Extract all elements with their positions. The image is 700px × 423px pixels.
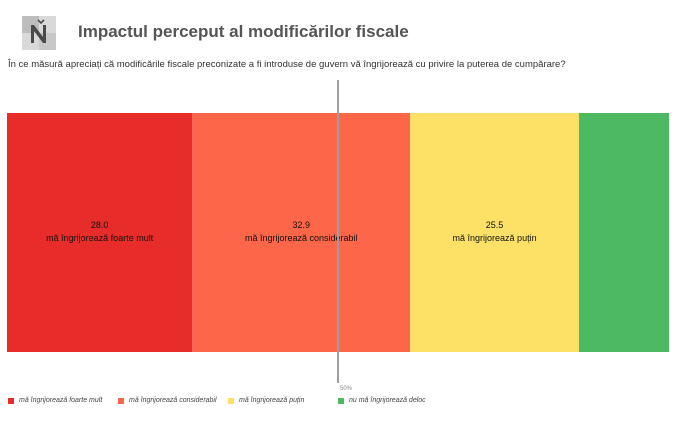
reference-line-label: 50% [340,386,353,392]
bar-segment-3 [410,113,579,352]
survey-question: În ce măsură apreciați că modificările f… [8,59,566,70]
chart-legend: mă îngrijorează foarte mult mă îngrijorea… [8,397,448,404]
segment-category-label: mă îngrijorează considerabil [245,233,358,243]
segment-value-label: 25.5 [486,220,504,230]
bar-segment-1 [7,113,193,352]
bar-segment-2 [192,113,411,352]
brand-logo-icon [22,16,56,50]
page-title: Impactul perceput al modificărilor fisca… [78,22,409,41]
segment-value-label: 28.0 [91,220,109,230]
legend-item: nu mă îngrijorează deloc [338,397,448,404]
legend-label: nu mă îngrijorează deloc [349,397,426,404]
segment-value-label: 32.9 [292,220,310,230]
legend-swatch [228,397,234,404]
bar-segment-4 [578,113,669,352]
legend-label: mă îngrijorează puțin [239,397,305,404]
legend-label: mă îngrijorează considerabil [129,397,217,404]
legend-item: mă îngrijorează puțin [228,397,338,404]
legend-label: mă îngrijorează foarte mult [19,397,103,404]
legend-swatch [8,397,14,404]
segment-category-label: mă îngrijorează puțin [453,233,537,243]
legend-swatch [338,397,344,404]
legend-swatch [118,397,124,404]
segment-category-label: mă îngrijorează foarte mult [46,233,154,243]
legend-item: mă îngrijorează considerabil [118,397,228,404]
legend-item: mă îngrijorează foarte mult [8,397,118,404]
